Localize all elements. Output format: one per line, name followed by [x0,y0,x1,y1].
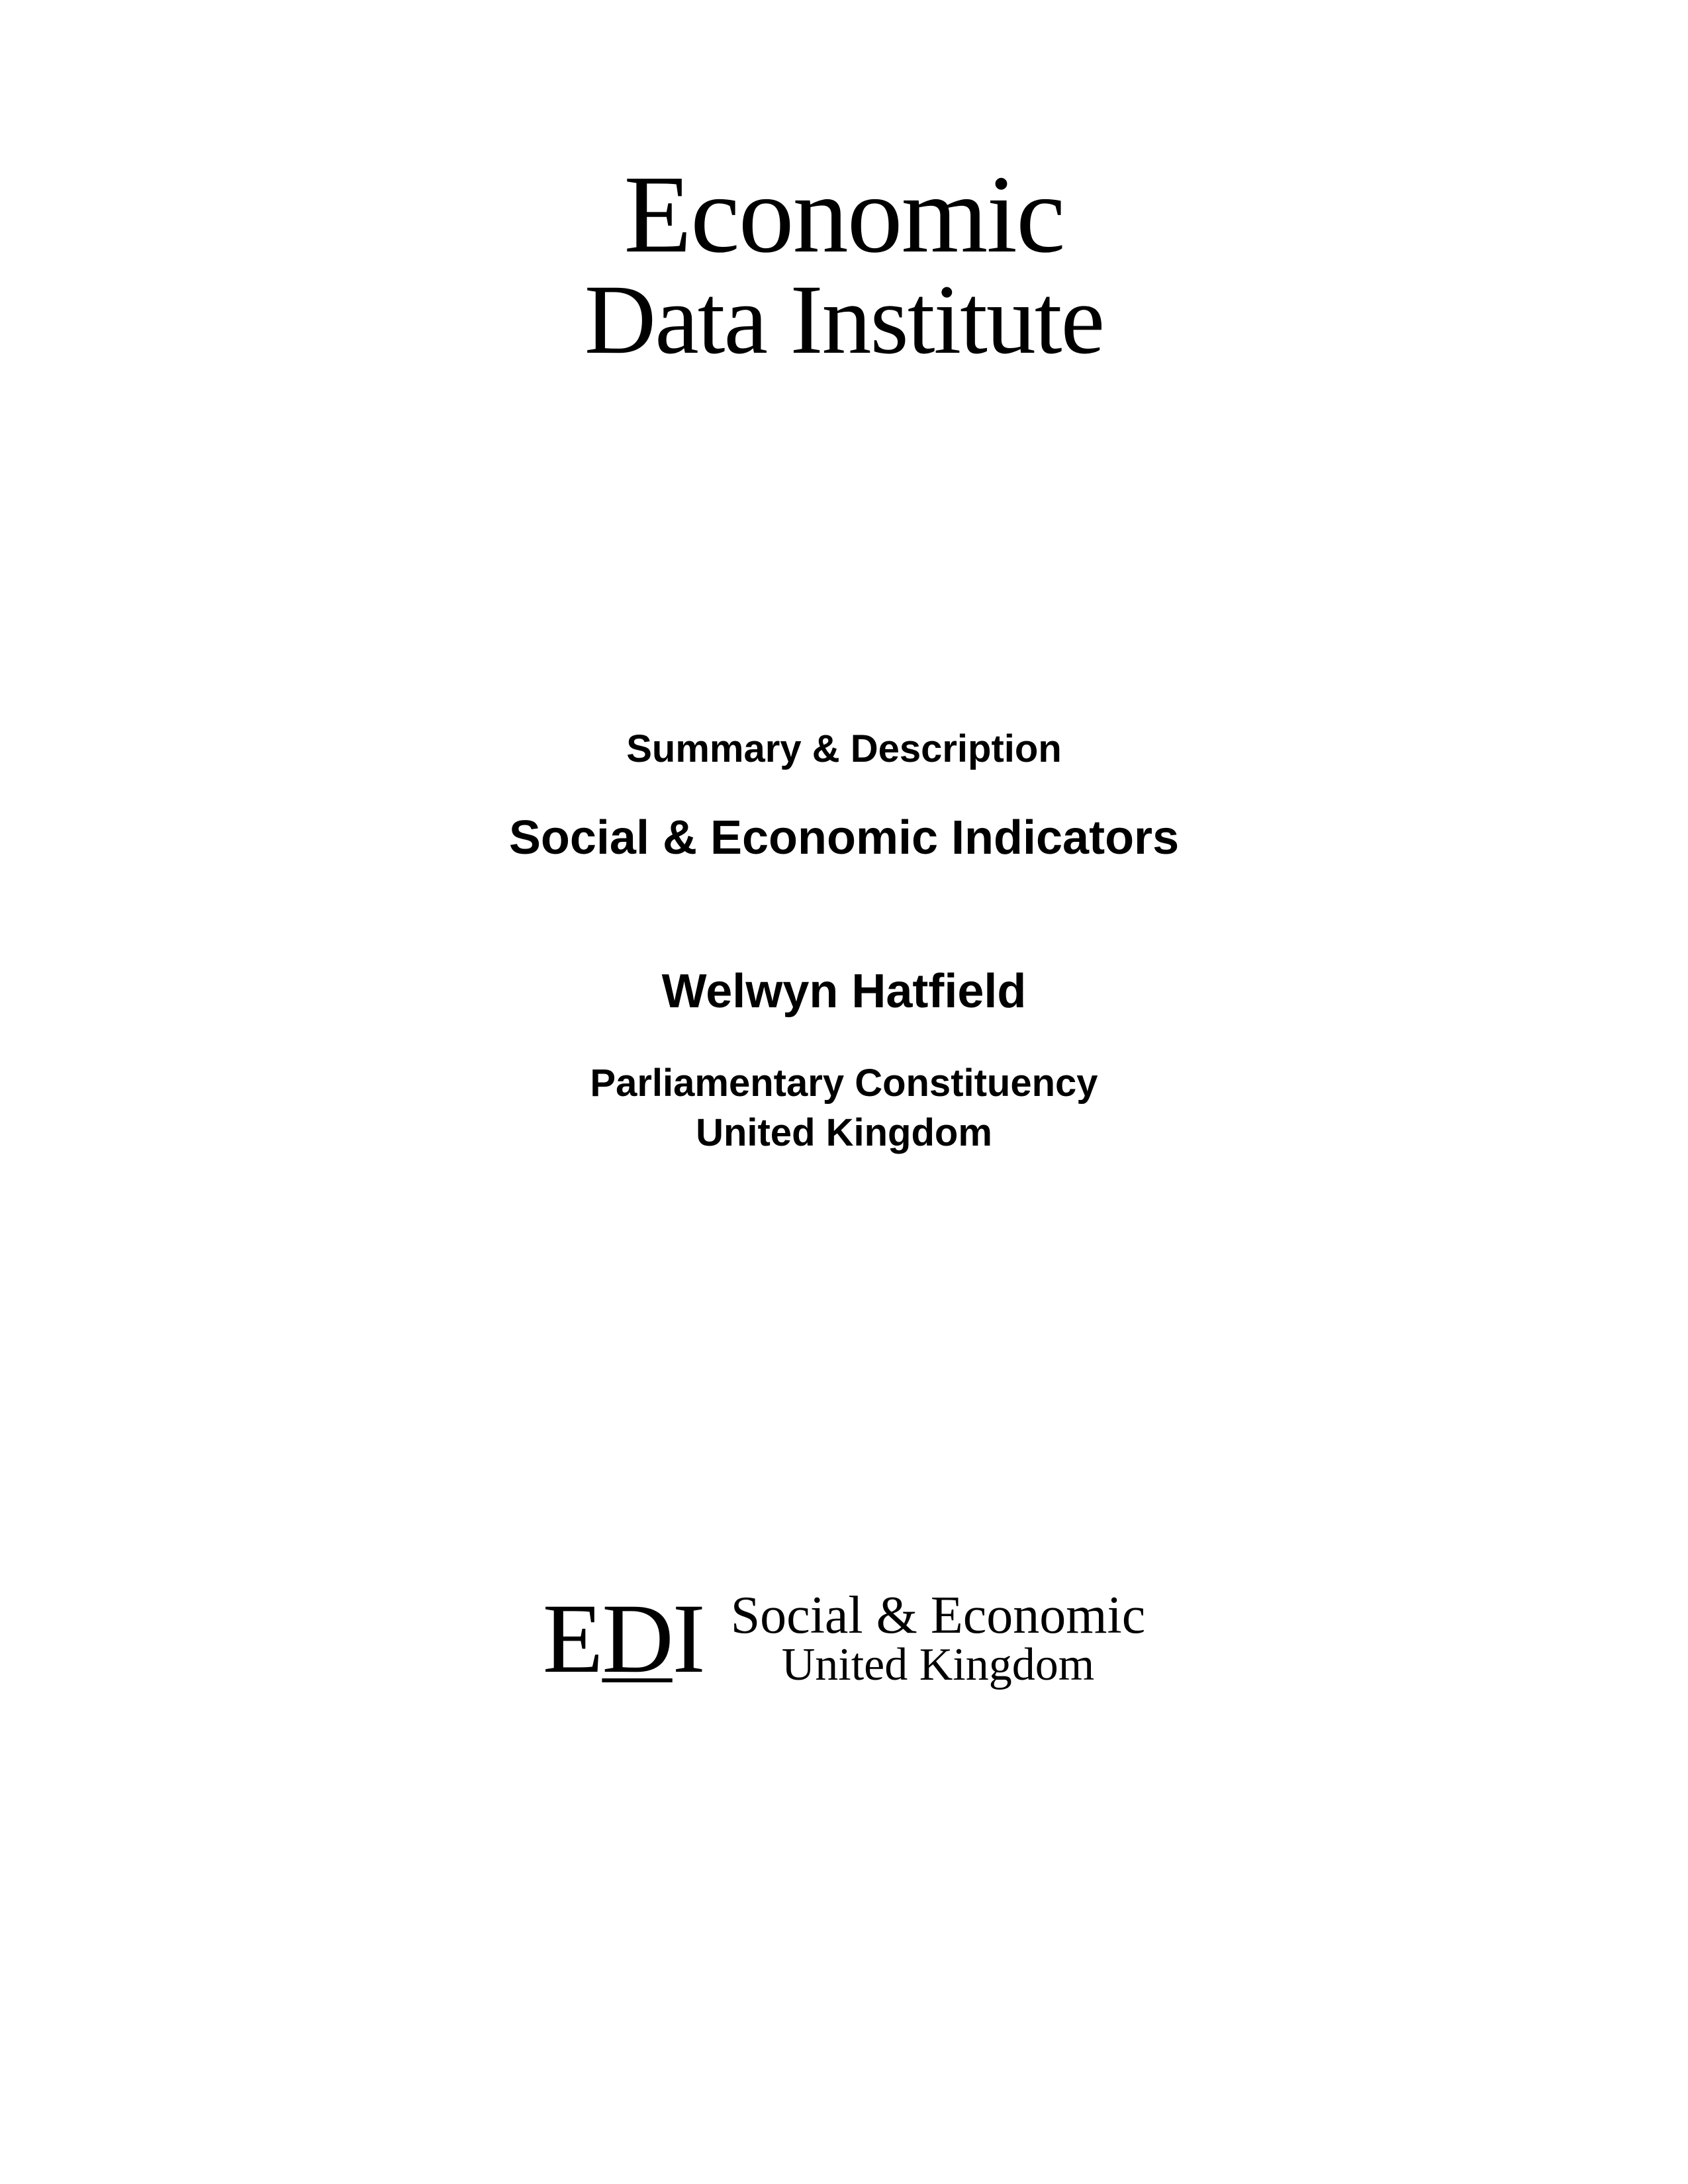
main-title: Social & Economic Indicators [509,811,1179,865]
edi-letter-e: E [543,1582,602,1696]
top-logo: Economic Data Institute [585,159,1103,369]
bottom-logo-line2: United Kingdom [782,1642,1094,1688]
bottom-logo-line1: Social & Economic [731,1589,1146,1642]
region-name: Welwyn Hatfield [509,964,1179,1019]
summary-label: Summary & Description [509,727,1179,771]
middle-content: Summary & Description Social & Economic … [509,727,1179,1158]
edi-letter-i: I [673,1582,704,1696]
subtitle-line1: Parliamentary Constituency [509,1058,1179,1108]
document-page: Economic Data Institute Summary & Descri… [0,0,1688,2184]
top-logo-line1: Economic [585,159,1103,270]
top-logo-line2: Data Institute [585,270,1103,369]
bottom-logo-text: Social & Economic United Kingdom [731,1589,1146,1688]
subtitle-line2: United Kingdom [509,1108,1179,1158]
edi-mark: EDI [543,1582,704,1696]
bottom-logo: EDI Social & Economic United Kingdom [543,1582,1145,1696]
edi-letter-d: D [602,1582,672,1696]
